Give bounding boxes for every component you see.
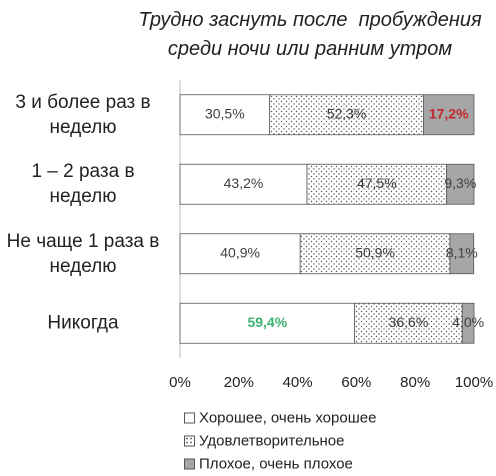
legend-item: Удовлетворительное — [184, 433, 345, 450]
legend-label: Удовлетворительное — [199, 432, 345, 450]
y-tick-label: 3 и более раз в неделю — [15, 91, 151, 138]
bar-segment — [306, 163, 448, 205]
legend-swatch — [184, 412, 195, 424]
data-label: 36,6% — [389, 314, 429, 330]
chart-title: Трудно заснуть после пробуждения среди н… — [138, 9, 488, 60]
y-tick-label: Не чаще 1 раза в неделю — [6, 230, 160, 277]
legend-label: Плохое, очень плохое — [199, 455, 353, 473]
x-tick-label: 80% — [400, 374, 430, 391]
data-label: 52,3% — [327, 105, 367, 121]
data-label: 50,9% — [355, 244, 395, 260]
x-tick-label: 100% — [455, 374, 493, 391]
x-tick-label: 20% — [224, 374, 254, 391]
legend-swatch — [184, 435, 195, 447]
x-tick-label: 0% — [169, 374, 191, 391]
bar-segment — [449, 233, 475, 275]
x-tick-label: 40% — [283, 374, 313, 391]
data-label: 4,0% — [452, 314, 484, 330]
bar-segment — [461, 302, 475, 344]
data-label: 43,2% — [224, 175, 264, 191]
data-label: 8,1% — [446, 244, 478, 260]
bar-segment — [269, 94, 424, 136]
legend-item: Плохое, очень плохое — [184, 456, 353, 473]
y-tick-label: Никогда — [47, 312, 119, 334]
data-label: 17,2% — [429, 105, 469, 121]
data-label: 30,5% — [205, 105, 245, 121]
data-label: 59,4% — [247, 314, 287, 330]
legend-item: Хорошее, очень хорошее — [184, 410, 376, 427]
bar-segment — [179, 94, 271, 136]
bar-segment — [446, 163, 475, 205]
data-label: 9,3% — [444, 175, 476, 191]
bar-segment — [179, 163, 308, 205]
data-label: 47,5% — [357, 175, 397, 191]
data-label: 40,9% — [220, 244, 260, 260]
y-tick-label: 1 – 2 раза в неделю — [31, 161, 135, 208]
legend-swatch — [184, 458, 195, 470]
x-tick-label: 60% — [341, 374, 371, 391]
bar-segment — [179, 302, 356, 344]
bar-segment — [354, 302, 463, 344]
bar-segment — [423, 94, 475, 136]
bar-segment — [299, 233, 451, 275]
legend-label: Хорошее, очень хорошее — [199, 409, 377, 427]
